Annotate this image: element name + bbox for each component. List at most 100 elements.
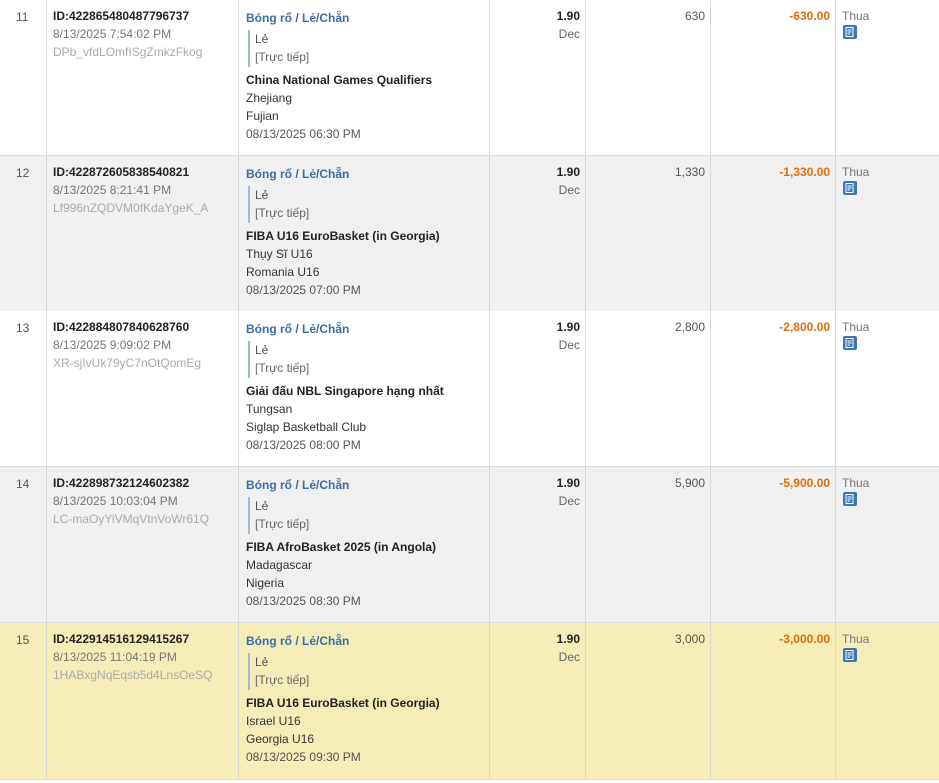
stake-cell: 3,000	[585, 623, 711, 779]
sport-market-link[interactable]: Bóng rổ / Lẻ/Chẵn	[246, 322, 350, 336]
selection-bar	[248, 653, 250, 690]
bet-reference: DPb_vfdLOmfISgZmkzFkog	[53, 45, 203, 59]
selection-bar	[248, 497, 250, 534]
event-cell: Bóng rổ / Lẻ/Chẵn Lẻ [Trực tiếp] FIBA U1…	[238, 156, 490, 311]
odds-format: Dec	[558, 27, 580, 41]
event-date: 08/13/2025 09:30 PM	[246, 750, 361, 764]
bet-id-cell: ID:422898732124602382 8/13/2025 10:03:04…	[46, 467, 239, 622]
row-number-cell: 13	[0, 311, 46, 466]
event-date: 08/13/2025 07:00 PM	[246, 283, 361, 297]
live-tag: [Trực tiếp]	[255, 206, 310, 220]
home-team: Thụy Sĩ U16	[246, 247, 313, 261]
row-number: 15	[16, 633, 30, 647]
live-tag: [Trực tiếp]	[255, 673, 310, 687]
winloss-cell: -1,330.00	[710, 156, 836, 311]
ticket-icon[interactable]	[843, 492, 857, 506]
odds-format: Dec	[558, 494, 580, 508]
bet-id-cell: ID:422884807840628760 8/13/2025 9:09:02 …	[46, 311, 239, 466]
status-cell: Thua	[835, 0, 939, 155]
away-team: Romania U16	[246, 265, 320, 279]
row-number-cell: 11	[0, 0, 46, 155]
ticket-icon[interactable]	[843, 336, 857, 350]
away-team: Siglap Basketball Club	[246, 420, 367, 434]
event-date: 08/13/2025 08:00 PM	[246, 438, 361, 452]
odds-cell: 1.90 Dec	[489, 623, 586, 779]
row-number: 12	[16, 166, 30, 180]
bet-datetime: 8/13/2025 7:54:02 PM	[53, 27, 172, 41]
sport-market-link[interactable]: Bóng rổ / Lẻ/Chẵn	[246, 167, 350, 181]
winloss-value: -630.00	[789, 9, 830, 23]
winloss-cell: -630.00	[710, 0, 836, 155]
event-date: 08/13/2025 06:30 PM	[246, 127, 361, 141]
odds-format: Dec	[558, 183, 580, 197]
selection: Lẻ	[255, 188, 269, 202]
sport-market-link[interactable]: Bóng rổ / Lẻ/Chẵn	[246, 478, 350, 492]
table-row: 13 ID:422884807840628760 8/13/2025 9:09:…	[0, 311, 939, 467]
status-cell: Thua	[835, 467, 939, 622]
status-cell: Thua	[835, 156, 939, 311]
odds-value: 1.90	[556, 476, 580, 490]
odds-cell: 1.90 Dec	[489, 156, 586, 311]
stake-value: 3,000	[674, 632, 705, 646]
bet-id: ID:422865480487796737	[53, 9, 190, 23]
sport-market-link[interactable]: Bóng rổ / Lẻ/Chẵn	[246, 634, 350, 648]
bet-datetime: 8/13/2025 9:09:02 PM	[53, 338, 172, 352]
status-text: Thua	[842, 165, 870, 179]
table-row: 12 ID:422872605838540821 8/13/2025 8:21:…	[0, 156, 939, 312]
bet-id: ID:422914516129415267	[53, 632, 190, 646]
league-name: China National Games Qualifiers	[246, 73, 433, 87]
status-cell: Thua	[835, 623, 939, 779]
row-number: 11	[16, 10, 29, 24]
ticket-icon[interactable]	[843, 648, 857, 662]
event-cell: Bóng rổ / Lẻ/Chẵn Lẻ [Trực tiếp] FIBA U1…	[238, 623, 490, 779]
bet-id-cell: ID:422872605838540821 8/13/2025 8:21:41 …	[46, 156, 239, 311]
ticket-icon[interactable]	[843, 25, 857, 39]
odds-value: 1.90	[556, 632, 580, 646]
status-text: Thua	[842, 320, 870, 334]
event-date: 08/13/2025 08:30 PM	[246, 594, 361, 608]
selection: Lẻ	[255, 655, 269, 669]
stake-cell: 5,900	[585, 467, 711, 622]
event-cell: Bóng rổ / Lẻ/Chẵn Lẻ [Trực tiếp] Giải đấ…	[238, 311, 490, 466]
winloss-value: -1,330.00	[779, 165, 830, 179]
live-tag: [Trực tiếp]	[255, 517, 310, 531]
odds-format: Dec	[558, 650, 580, 664]
winloss-cell: -3,000.00	[710, 623, 836, 779]
selection: Lẻ	[255, 32, 269, 46]
stake-cell: 2,800	[585, 311, 711, 466]
winloss-value: -2,800.00	[779, 320, 830, 334]
home-team: Israel U16	[246, 714, 301, 728]
league-name: Giải đấu NBL Singapore hạng nhất	[246, 384, 444, 398]
selection-bar	[248, 341, 250, 378]
selection: Lẻ	[255, 499, 269, 513]
bet-datetime: 8/13/2025 11:04:19 PM	[53, 650, 177, 664]
winloss-value: -5,900.00	[779, 476, 830, 490]
row-number-cell: 12	[0, 156, 46, 311]
league-name: FIBA U16 EuroBasket (in Georgia)	[246, 229, 440, 243]
odds-value: 1.90	[556, 165, 580, 179]
bet-datetime: 8/13/2025 8:21:41 PM	[53, 183, 172, 197]
odds-value: 1.90	[556, 320, 580, 334]
bet-datetime: 8/13/2025 10:03:04 PM	[53, 494, 178, 508]
winloss-cell: -5,900.00	[710, 467, 836, 622]
selection-bar	[248, 186, 250, 223]
event-cell: Bóng rổ / Lẻ/Chẵn Lẻ [Trực tiếp] China N…	[238, 0, 490, 155]
odds-format: Dec	[558, 338, 580, 352]
table-row: 11 ID:422865480487796737 8/13/2025 7:54:…	[0, 0, 939, 156]
bet-id: ID:422884807840628760	[53, 320, 190, 334]
home-team: Zhejiang	[246, 91, 293, 105]
live-tag: [Trực tiếp]	[255, 50, 310, 64]
bet-id-cell: ID:422865480487796737 8/13/2025 7:54:02 …	[46, 0, 239, 155]
league-name: FIBA U16 EuroBasket (in Georgia)	[246, 696, 440, 710]
stake-value: 630	[684, 9, 705, 23]
row-number-cell: 15	[0, 623, 46, 779]
ticket-icon[interactable]	[843, 181, 857, 195]
league-name: FIBA AfroBasket 2025 (in Angola)	[246, 540, 437, 554]
status-cell: Thua	[835, 311, 939, 466]
stake-value: 5,900	[674, 476, 705, 490]
live-tag: [Trực tiếp]	[255, 361, 310, 375]
selection: Lẻ	[255, 343, 269, 357]
status-text: Thua	[842, 9, 870, 23]
odds-cell: 1.90 Dec	[489, 311, 586, 466]
sport-market-link[interactable]: Bóng rổ / Lẻ/Chẵn	[246, 11, 350, 25]
